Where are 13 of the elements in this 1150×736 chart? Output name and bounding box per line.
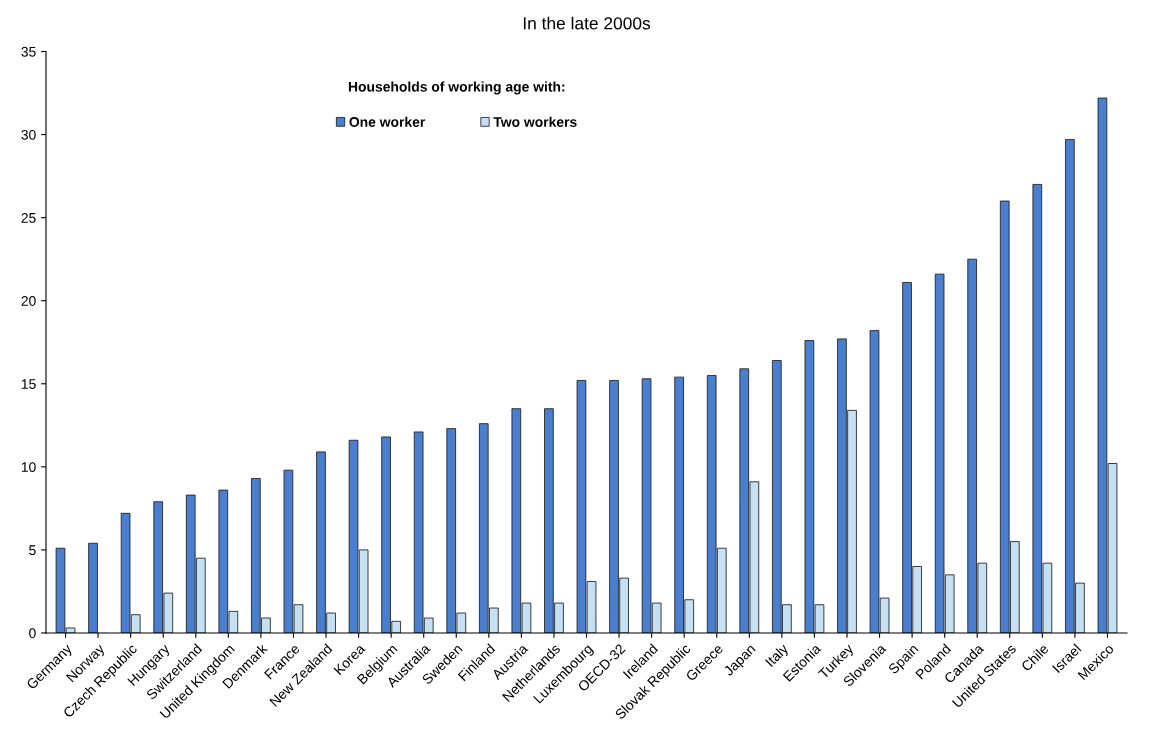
- y-tick-label: 10: [21, 462, 36, 472]
- y-tick-label: 15: [21, 379, 36, 389]
- chart-title: In the late 2000s: [523, 16, 651, 30]
- y-tick-label: 5: [29, 545, 36, 556]
- legend-label: Two workers: [493, 116, 577, 127]
- y-tick-label: 25: [21, 212, 36, 223]
- y-tick-label: 20: [21, 296, 36, 306]
- legend-label: One worker: [349, 116, 426, 127]
- bar: [88, 542, 98, 633]
- y-tick-label: 30: [21, 129, 36, 140]
- y-tick-label: 35: [21, 46, 36, 57]
- legend-title: Households of working age with:: [348, 81, 565, 95]
- y-tick-label: 0: [29, 628, 36, 639]
